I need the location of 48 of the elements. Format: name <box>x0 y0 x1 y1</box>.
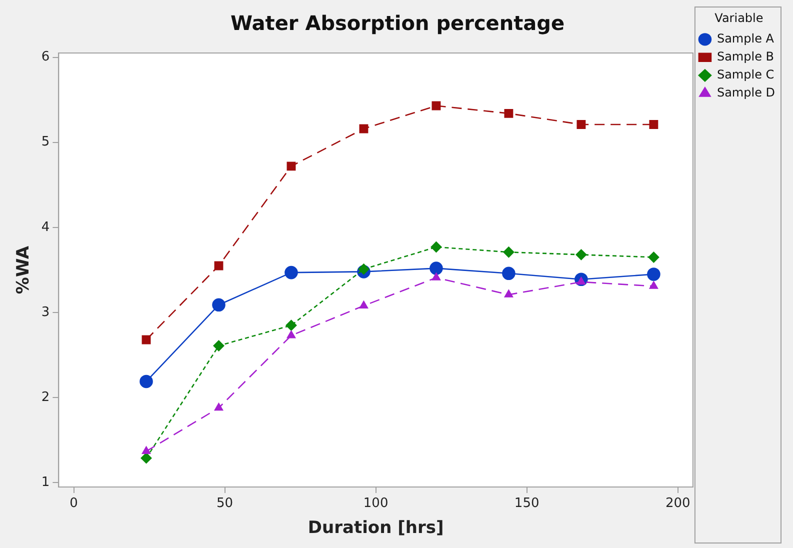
x-axis-title: Duration [hrs] <box>308 518 444 538</box>
point <box>503 246 514 258</box>
point <box>648 252 660 263</box>
point <box>284 266 298 280</box>
y-axis-title: %WA <box>14 245 34 294</box>
x-tick-label: 200 <box>665 496 690 512</box>
point <box>212 298 226 312</box>
point <box>286 330 296 338</box>
point <box>140 452 152 464</box>
y-tick-label: 5 <box>41 134 50 150</box>
point <box>430 262 443 275</box>
point <box>504 290 513 298</box>
x-tick-label: 50 <box>216 496 234 512</box>
point <box>432 272 441 280</box>
legend-label: Sample D <box>716 86 776 100</box>
y-tick-label: 2 <box>41 390 50 406</box>
point <box>214 261 224 270</box>
point <box>576 249 587 260</box>
x-tick-label: 0 <box>70 496 78 512</box>
legend-title: Variable <box>714 11 764 26</box>
point <box>649 281 658 289</box>
y-tick-label: 3 <box>41 304 50 320</box>
legend-label: Sample B <box>716 50 774 64</box>
point <box>649 120 658 129</box>
y-tick-label: 4 <box>41 220 50 235</box>
point <box>576 120 586 129</box>
point <box>359 300 368 308</box>
legend-label: Sample C <box>716 68 774 82</box>
point <box>286 162 296 171</box>
x-tick-label: 150 <box>514 496 540 512</box>
y-tick-label: 1 <box>41 475 50 490</box>
point <box>286 320 297 331</box>
chart-title: Water Absorption percentage <box>230 11 565 36</box>
point <box>213 340 224 352</box>
point <box>142 335 151 344</box>
point <box>140 374 153 388</box>
point <box>214 403 224 411</box>
point <box>430 242 442 252</box>
point <box>504 108 514 118</box>
point <box>142 446 151 454</box>
point <box>502 266 516 280</box>
point <box>358 264 370 275</box>
point <box>647 268 660 281</box>
x-tick-label: 100 <box>363 496 388 512</box>
y-tick-label: 6 <box>41 50 50 65</box>
point <box>359 124 368 134</box>
legend-label: Sample A <box>716 32 775 46</box>
point <box>432 101 441 110</box>
